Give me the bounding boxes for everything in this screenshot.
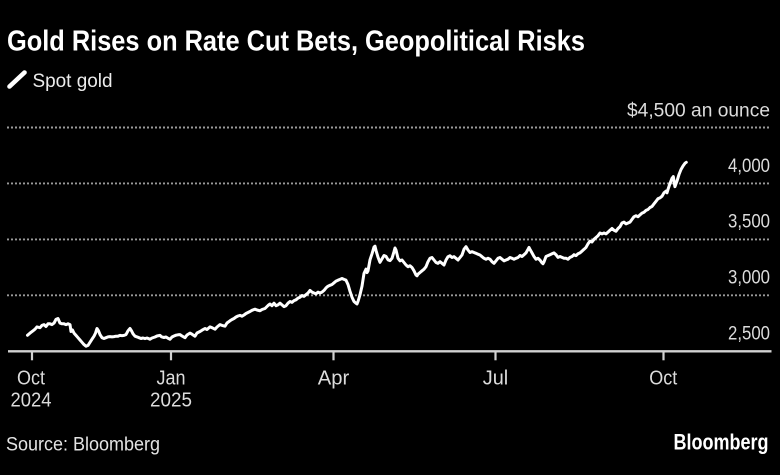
svg-text:Oct: Oct (649, 367, 677, 389)
svg-text:4,000: 4,000 (728, 155, 770, 177)
svg-text:Apr: Apr (318, 367, 350, 389)
svg-text:Spot gold: Spot gold (33, 70, 113, 92)
svg-text:Jul: Jul (483, 367, 509, 389)
svg-text:Oct: Oct (17, 367, 45, 389)
svg-text:Source: Bloomberg: Source: Bloomberg (6, 433, 160, 455)
svg-text:3,000: 3,000 (728, 267, 770, 289)
svg-text:2025: 2025 (150, 389, 192, 411)
svg-text:3,500: 3,500 (728, 211, 770, 233)
svg-text:2024: 2024 (11, 389, 52, 411)
svg-text:2,500: 2,500 (728, 323, 770, 345)
svg-text:Gold Rises on Rate Cut Bets, G: Gold Rises on Rate Cut Bets, Geopolitica… (7, 26, 585, 58)
svg-text:Bloomberg: Bloomberg (674, 430, 769, 455)
svg-text:$4,500 an ounce: $4,500 an ounce (627, 100, 770, 122)
svg-text:Jan: Jan (157, 367, 186, 389)
